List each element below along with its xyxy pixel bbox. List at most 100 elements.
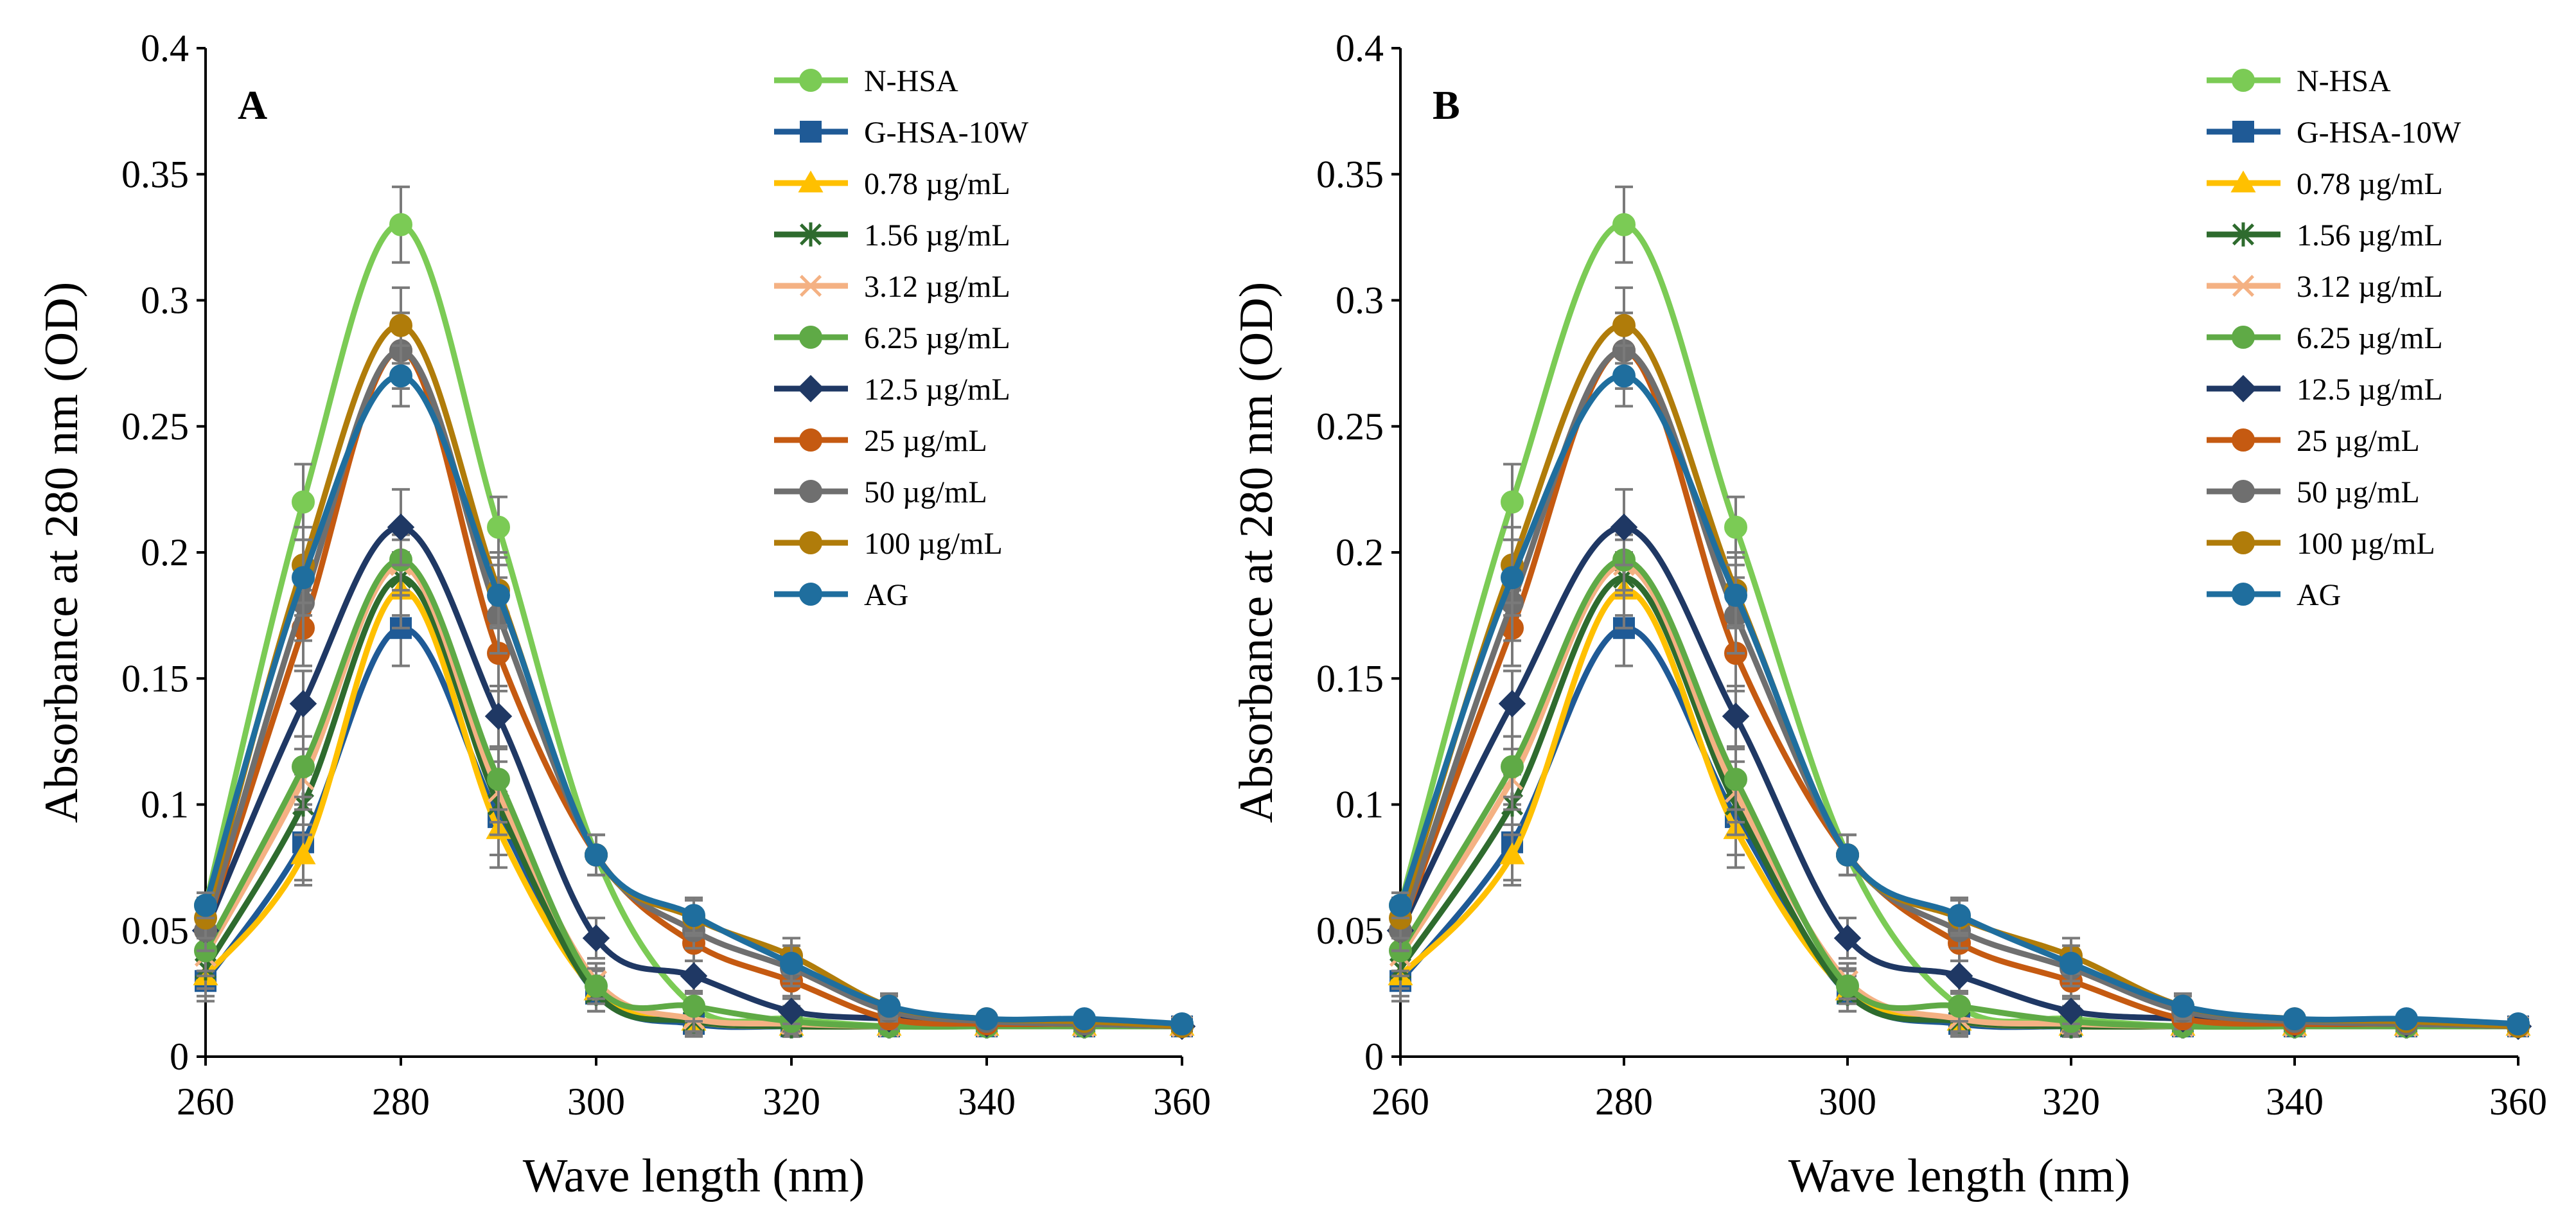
legend-label: 100 µg/mL: [2297, 527, 2435, 561]
legend-marker: [799, 480, 822, 503]
data-point: [1836, 843, 1859, 867]
legend-marker: [799, 274, 822, 297]
data-point: [777, 998, 806, 1025]
data-point: [389, 213, 412, 236]
legend-marker: [799, 428, 822, 452]
data-point: [389, 313, 412, 337]
legend-item-g-hsa-10w: G-HSA-10W: [2207, 116, 2462, 150]
panel-b-x-tick-label: 360: [2489, 1080, 2547, 1123]
legend-label: 50 µg/mL: [2297, 475, 2420, 509]
data-point: [1612, 213, 1636, 236]
legend-item-50-g-ml: 50 µg/mL: [2207, 475, 2420, 509]
data-point: [1724, 515, 1747, 539]
chart-panel-b: 0 0.05 0.1 0.15 0.2 0.25 0.3 0.35 0.4 260 280 300 32…: [1230, 27, 2547, 1202]
chart-panel-a: 0 0.05 0.1 0.15 0.2 0.25 0.3 0.35 0.4 260 280 300 32…: [35, 27, 1211, 1202]
panel-b-y-axis-title: Absorbance at 280 nm (OD): [1230, 282, 1283, 823]
data-point: [292, 566, 315, 590]
data-point: [1498, 690, 1526, 717]
legend-item-ag: AG: [774, 578, 908, 612]
data-point: [878, 994, 901, 1018]
legend-label: 100 µg/mL: [864, 527, 1003, 561]
legend-label: 1.56 µg/mL: [2297, 218, 2443, 252]
data-point: [1722, 702, 1750, 730]
data-point: [1501, 490, 1524, 514]
data-point: [292, 755, 315, 779]
data-point: [2283, 1007, 2306, 1031]
panel-b-legend: N-HSA G-HSA-10W 0.78 µg/mL 1.56 µg/mL 3.12 µ…: [2207, 64, 2462, 612]
legend-marker: [2232, 480, 2255, 503]
panel-a-y-tick-label: 0.05: [121, 910, 189, 952]
data-point: [289, 690, 317, 717]
legend-item-100-g-ml: 100 µg/mL: [774, 527, 1003, 561]
legend-marker: [2232, 531, 2255, 554]
data-point: [1499, 842, 1525, 865]
data-point: [1501, 566, 1524, 590]
panel-a-letter: A: [238, 82, 267, 128]
legend-item-g-hsa-10w: G-HSA-10W: [774, 116, 1029, 150]
data-point: [389, 364, 412, 388]
panel-b-y-tick-label: 0.35: [1316, 153, 1384, 195]
data-point: [194, 893, 217, 917]
legend-item-3-12-g-ml: 3.12 µg/mL: [2207, 270, 2443, 304]
legend-marker: [797, 374, 825, 403]
legend-label: AG: [864, 578, 908, 612]
legend-marker: [2232, 326, 2255, 349]
data-point: [1948, 994, 1971, 1018]
data-point: [484, 702, 513, 730]
data-point: [780, 951, 803, 975]
legend-marker: [2230, 170, 2256, 193]
legend-marker: [2232, 583, 2255, 606]
panel-b-y-tick-label: 0.05: [1316, 910, 1384, 952]
panel-a-y-tick-label: 0.15: [121, 657, 189, 700]
legend-label: 3.12 µg/mL: [2297, 270, 2443, 304]
data-point: [1610, 513, 1638, 541]
panel-a-y-tick-label: 0: [170, 1035, 189, 1078]
legend-item-0-78-g-ml: 0.78 µg/mL: [774, 167, 1010, 201]
panel-b-y-tick-label: 0.4: [1336, 27, 1384, 69]
legend-marker: [799, 222, 822, 247]
panel-b-x-tick-label: 280: [1595, 1080, 1653, 1123]
data-point: [1501, 755, 1524, 779]
panel-a-legend: N-HSA G-HSA-10W 0.78 µg/mL 1.56 µg/mL 3.12 µ…: [774, 64, 1029, 612]
panel-a-y-tick-label: 0.35: [121, 153, 189, 195]
legend-marker: [800, 121, 822, 143]
panel-b-x-axis-title: Wave length (nm): [1788, 1150, 2130, 1202]
panel-b-x-tick-label: 320: [2042, 1080, 2100, 1123]
data-point: [2057, 998, 2085, 1025]
data-point: [387, 513, 415, 541]
data-point: [680, 962, 708, 990]
panel-b-y-tick-label: 0.2: [1336, 531, 1384, 574]
legend-label: G-HSA-10W: [2297, 116, 2462, 150]
legend-label: 6.25 µg/mL: [2297, 321, 2443, 355]
data-point: [582, 924, 610, 952]
legend-marker: [2232, 222, 2255, 247]
data-point: [487, 768, 510, 791]
data-point: [1724, 583, 1747, 607]
legend-item-n-hsa: N-HSA: [774, 64, 958, 98]
legend-item-6-25-g-ml: 6.25 µg/mL: [774, 321, 1010, 355]
panel-b-series-ag: [1389, 344, 2530, 1035]
legend-item-25-g-ml: 25 µg/mL: [2207, 424, 2420, 458]
legend-label: 6.25 µg/mL: [864, 321, 1010, 355]
panel-a-x-tick-label: 300: [567, 1080, 625, 1123]
legend-marker: [2232, 69, 2255, 92]
panel-a-x-tick-label: 340: [958, 1080, 1016, 1123]
data-point: [290, 842, 316, 865]
panel-b-y-tick-label: 0.15: [1316, 657, 1384, 700]
legend-label: 50 µg/mL: [864, 475, 987, 509]
legend-marker: [799, 69, 822, 92]
legend-marker: [2232, 121, 2254, 143]
panel-b-y-tick-label: 0.1: [1336, 784, 1384, 826]
legend-marker: [798, 170, 824, 193]
data-point: [1724, 768, 1747, 791]
legend-label: N-HSA: [864, 64, 958, 98]
legend-label: 12.5 µg/mL: [2297, 373, 2443, 407]
data-point: [975, 1007, 998, 1031]
legend-label: 25 µg/mL: [2297, 424, 2420, 458]
legend-marker: [2232, 274, 2255, 297]
data-point: [2060, 951, 2083, 975]
panel-a-x-tick-label: 260: [177, 1080, 234, 1123]
legend-item-1-56-g-ml: 1.56 µg/mL: [2207, 218, 2443, 252]
data-point: [1945, 962, 1973, 990]
panel-b-x-tick-label: 260: [1372, 1080, 1429, 1123]
